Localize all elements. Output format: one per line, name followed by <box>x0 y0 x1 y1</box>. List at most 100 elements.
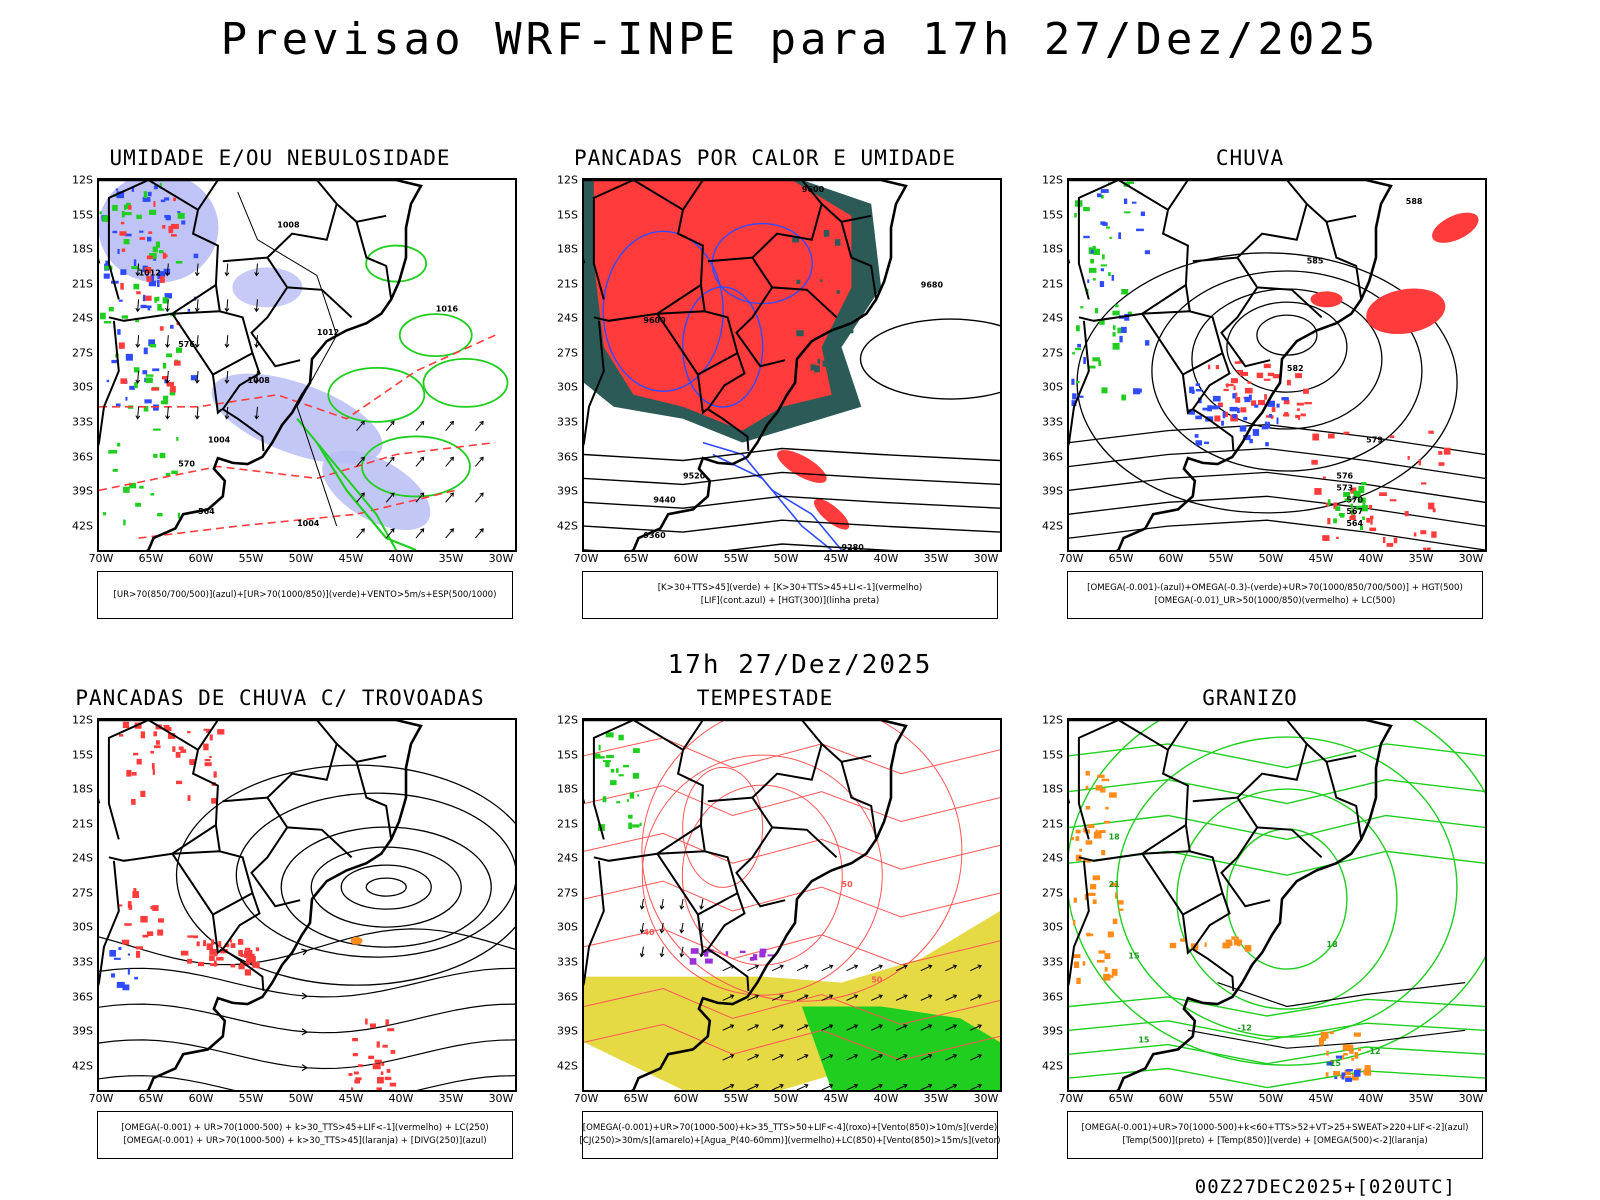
legend-line: [Temp(500)](preto) + [Temp(850)](verde) … <box>1122 1136 1428 1146</box>
map-area: 9600 9680 9600 9520 9440 9360 9280 <box>582 178 1002 552</box>
lat-tick-label: 33S <box>72 955 93 969</box>
lon-tick-label: 65W <box>138 1092 164 1105</box>
contour-label: 1016 <box>436 304 459 313</box>
longitude-axis: 70W 65W 60W 55W 50W 45W 40W 35W 30W <box>574 1092 1002 1106</box>
lon-tick-label: 40W <box>388 552 414 565</box>
lat-tick-label: 30S <box>1042 380 1063 394</box>
lat-tick-label: 39S <box>1042 484 1063 498</box>
lat-tick-label: 15S <box>557 748 578 762</box>
longitude-axis: 70W 65W 60W 55W 50W 45W 40W 35W 30W <box>574 552 1002 566</box>
lat-tick-label: 27S <box>1042 886 1063 900</box>
lon-tick-label: 30W <box>488 1092 514 1105</box>
lon-tick-label: 65W <box>138 552 164 565</box>
lat-tick-label: 18S <box>557 242 578 256</box>
lon-tick-label: 50W <box>773 552 799 565</box>
contour-label: 1004 <box>297 519 320 528</box>
lon-tick-label: 30W <box>973 1092 999 1105</box>
lon-tick-label: 35W <box>923 1092 949 1105</box>
lon-tick-label: 70W <box>573 552 599 565</box>
map-area: 1008 1012 1016 1012 1008 1004 1004 576 570 564 <box>97 178 517 552</box>
legend-line: [OMEGA(-0.001) + UR>70(1000-500) + k>30_… <box>123 1136 487 1146</box>
contour-label: 567 <box>1346 507 1363 516</box>
contour-label: 564 <box>1346 519 1363 528</box>
lat-tick-label: 18S <box>72 242 93 256</box>
panel-title: UMIDADE E/OU NEBULOSIDADE <box>109 146 451 170</box>
lon-tick-label: 35W <box>923 552 949 565</box>
latitude-axis: 12S 15S 18S 21S 24S 27S 30S 33S 36S 39S 42S <box>55 174 95 552</box>
lon-tick-label: 55W <box>238 552 264 565</box>
legend-line: [OMEGA(-0.01)_UR>50(1000/850)(vermelho) … <box>1154 596 1396 606</box>
legend-line: [OMEGA(-0.001)+UR>70(1000-500)+k>35_TTS>… <box>582 1123 998 1133</box>
lat-tick-label: 42S <box>1042 1059 1063 1073</box>
lat-tick-label: 39S <box>557 1024 578 1038</box>
lat-tick-label: 24S <box>72 311 93 325</box>
legend-box: [OMEGA(-0.001) + UR>70(1000-500) + k>30_… <box>97 1111 513 1159</box>
lon-tick-label: 30W <box>1458 552 1484 565</box>
lat-tick-label: 33S <box>72 415 93 429</box>
lon-tick-label: 65W <box>623 1092 649 1105</box>
map-area: 50 50 40 <box>582 718 1002 1092</box>
map-panel: TEMPESTADE 12S 15S 18S 21S 24S 27S 30S 33S 36S 39S… <box>530 686 1002 1186</box>
lon-tick-label: 40W <box>873 552 899 565</box>
lat-tick-label: 24S <box>1042 311 1063 325</box>
map-panel: UMIDADE E/OU NEBULOSIDADE 12S 15S 18S 21S 24S… <box>45 146 517 646</box>
lat-tick-label: 36S <box>557 450 578 464</box>
lat-tick-label: 27S <box>1042 346 1063 360</box>
lat-tick-label: 24S <box>557 851 578 865</box>
contour-label: 9680 <box>921 280 944 289</box>
lon-tick-label: 50W <box>288 1092 314 1105</box>
map-area: 588 585 582 579 576 573 570 567 564 <box>1067 178 1487 552</box>
main-title: Previsao WRF-INPE para 17h 27/Dez/2025 <box>220 14 1380 65</box>
lon-tick-label: 70W <box>1058 552 1084 565</box>
latitude-axis: 12S 15S 18S 21S 24S 27S 30S 33S 36S 39S 42S <box>1025 174 1065 552</box>
panel-title: PANCADAS DE CHUVA C/ TROVOADAS <box>75 686 485 710</box>
lat-tick-label: 42S <box>557 1059 578 1073</box>
lon-tick-label: 45W <box>338 552 364 565</box>
lat-tick-label: 30S <box>557 380 578 394</box>
lon-tick-label: 45W <box>823 1092 849 1105</box>
legend-line: [LIF](cont.azul) + [HGT(300)](linha pret… <box>700 596 880 606</box>
lon-tick-label: 65W <box>1108 1092 1134 1105</box>
lon-tick-label: 60W <box>673 552 699 565</box>
contour-label: 9600 <box>802 185 825 194</box>
contour-label: 40 <box>643 928 655 937</box>
lat-tick-label: 33S <box>557 955 578 969</box>
map-area <box>97 718 517 1092</box>
lat-tick-label: 12S <box>1042 713 1063 727</box>
longitude-axis: 70W 65W 60W 55W 50W 45W 40W 35W 30W <box>1059 552 1487 566</box>
lon-tick-label: 60W <box>188 552 214 565</box>
map-panel: PANCADAS DE CHUVA C/ TROVOADAS 12S 15S 18S 2… <box>45 686 517 1186</box>
lat-tick-label: 21S <box>1042 817 1063 831</box>
lon-tick-label: 50W <box>773 1092 799 1105</box>
lat-tick-label: 33S <box>1042 955 1063 969</box>
panel-title: CHUVA <box>1215 146 1285 170</box>
lat-tick-label: 27S <box>557 346 578 360</box>
map-panel: CHUVA 12S 15S 18S 21S 24S 27S 30S 33S 36S 39S 42S 58… <box>1015 146 1487 646</box>
contour-label: 9600 <box>643 316 666 325</box>
lon-tick-label: 55W <box>1208 1092 1234 1105</box>
contour-label: 50 <box>842 880 854 889</box>
lat-tick-label: 18S <box>72 782 93 796</box>
lon-tick-label: 30W <box>1458 1092 1484 1105</box>
contour-label: 582 <box>1287 364 1304 373</box>
lat-tick-label: 21S <box>72 817 93 831</box>
lon-tick-label: 65W <box>1108 552 1134 565</box>
contour-label: 588 <box>1406 197 1423 206</box>
lon-tick-label: 40W <box>388 1092 414 1105</box>
lon-tick-label: 55W <box>723 552 749 565</box>
lon-tick-label: 35W <box>1408 552 1434 565</box>
lat-tick-label: 21S <box>72 277 93 291</box>
map-panel: PANCADAS POR CALOR E UMIDADE 12S 15S 18S 21S… <box>530 146 1002 646</box>
lon-tick-label: 30W <box>973 552 999 565</box>
lon-tick-label: 70W <box>88 1092 114 1105</box>
lat-tick-label: 12S <box>1042 173 1063 187</box>
lat-tick-label: 30S <box>72 380 93 394</box>
legend-line: [OMEGA(-0.001)-(azul)+OMEGA(-0.3)-(verde… <box>1087 583 1463 593</box>
lon-tick-label: 30W <box>488 552 514 565</box>
lat-tick-label: 36S <box>72 450 93 464</box>
lat-tick-label: 24S <box>72 851 93 865</box>
lat-tick-label: 15S <box>1042 748 1063 762</box>
latitude-axis: 12S 15S 18S 21S 24S 27S 30S 33S 36S 39S 42S <box>540 714 580 1092</box>
lat-tick-label: 27S <box>557 886 578 900</box>
lat-tick-label: 42S <box>1042 519 1063 533</box>
